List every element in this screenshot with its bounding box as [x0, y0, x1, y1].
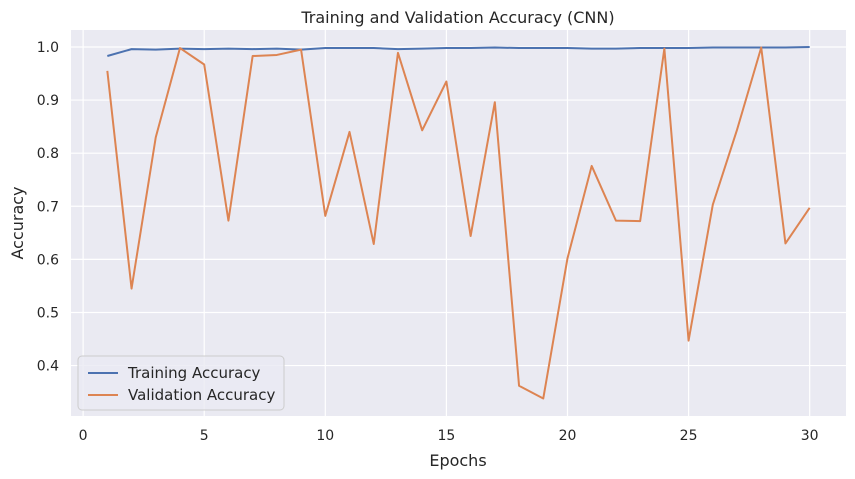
x-tick-label: 25: [680, 428, 698, 444]
y-tick-label: 0.5: [37, 305, 59, 321]
x-tick-label: 15: [437, 428, 455, 444]
x-tick-label: 0: [79, 428, 88, 444]
x-tick-label: 10: [316, 428, 334, 444]
validation-accuracy-line: [106, 46, 811, 400]
x-tick-label: 30: [801, 428, 819, 444]
legend-label-validation: Validation Accuracy: [128, 386, 275, 404]
y-axis-label: Accuracy: [8, 186, 27, 259]
y-tick-label: 1.0: [37, 40, 59, 56]
legend-label-training: Training Accuracy: [127, 364, 261, 382]
y-tick-labels: 0.4 0.5 0.6 0.7 0.8 0.9 1.0: [37, 40, 59, 375]
legend-box: [77, 355, 285, 411]
series-layer: [106, 45, 811, 400]
x-tick-labels: 0 5 10 15 20 25 30: [79, 428, 819, 444]
x-axis-label: Epochs: [429, 451, 486, 470]
x-tick-label: 5: [200, 428, 209, 444]
y-tick-label: 0.6: [37, 252, 59, 268]
x-tick-label: 20: [559, 428, 577, 444]
y-tick-label: 0.8: [37, 146, 59, 162]
plot-area: [71, 30, 846, 416]
y-tick-label: 0.9: [37, 93, 59, 109]
training-accuracy-line: [107, 45, 810, 57]
legend: Training Accuracy Validation Accuracy: [77, 355, 285, 411]
y-tick-label: 0.4: [37, 359, 59, 375]
chart-title: Training and Validation Accuracy (CNN): [300, 8, 614, 27]
y-tick-label: 0.7: [37, 199, 59, 215]
